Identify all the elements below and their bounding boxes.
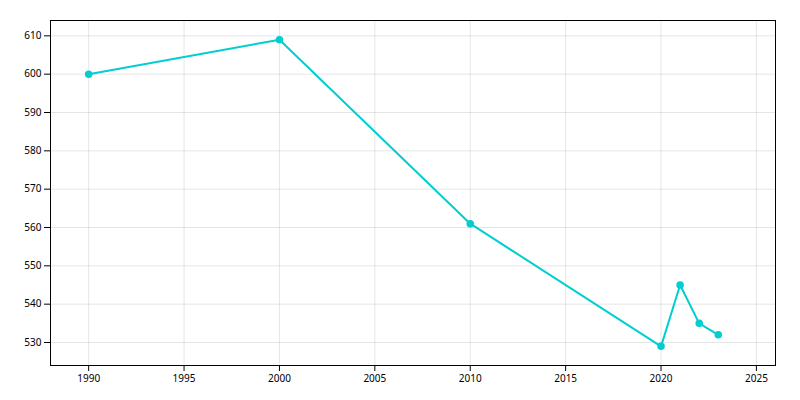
svg-text:2000: 2000 xyxy=(268,371,291,385)
svg-text:1990: 1990 xyxy=(77,371,100,385)
svg-text:590: 590 xyxy=(24,105,41,119)
svg-text:2015: 2015 xyxy=(554,371,577,385)
svg-text:540: 540 xyxy=(24,296,41,310)
svg-text:580: 580 xyxy=(24,143,41,157)
svg-text:2010: 2010 xyxy=(459,371,482,385)
svg-text:2020: 2020 xyxy=(650,371,673,385)
svg-text:550: 550 xyxy=(24,258,41,272)
svg-text:530: 530 xyxy=(24,335,41,349)
svg-text:570: 570 xyxy=(24,181,41,195)
svg-text:610: 610 xyxy=(24,28,41,42)
svg-text:560: 560 xyxy=(24,220,41,234)
svg-text:600: 600 xyxy=(24,66,41,80)
svg-text:1995: 1995 xyxy=(173,371,196,385)
svg-text:2025: 2025 xyxy=(745,371,768,385)
svg-text:2005: 2005 xyxy=(363,371,386,385)
